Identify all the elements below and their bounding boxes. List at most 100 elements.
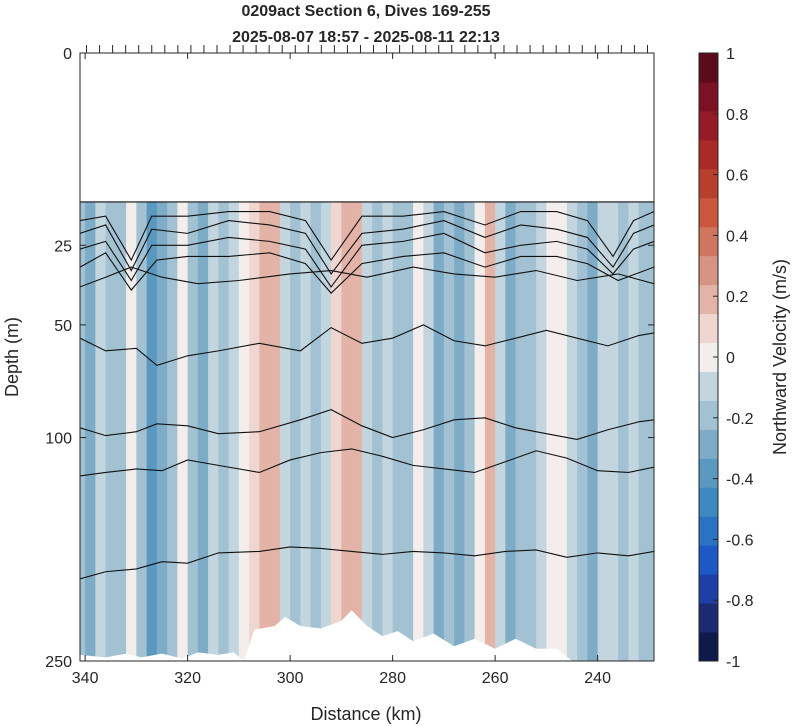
- velocity-column: [628, 201, 640, 661]
- velocity-column: [536, 201, 547, 661]
- chart-subtitle: 2025-08-07 18:57 - 2025-08-11 22:13: [232, 29, 500, 46]
- colorbar-swatch: [699, 487, 718, 517]
- x-tick-label: 320: [174, 670, 201, 687]
- velocity-column: [484, 201, 496, 661]
- velocity-column: [300, 201, 312, 661]
- plot-frame: [79, 52, 655, 662]
- velocity-column: [361, 201, 373, 661]
- velocity-column: [566, 201, 578, 661]
- velocity-column: [443, 201, 455, 661]
- velocity-column: [618, 201, 629, 661]
- colorbar-swatch: [699, 371, 718, 401]
- velocity-column: [515, 201, 527, 661]
- colorbar-swatch: [699, 574, 718, 604]
- velocity-column: [187, 201, 199, 661]
- velocity-column: [218, 201, 230, 661]
- dive-ticks: [86, 45, 648, 53]
- colorbar-swatch: [699, 110, 718, 141]
- velocity-column: [95, 201, 107, 661]
- y-tick-label: 100: [45, 431, 72, 448]
- contour-line: [80, 232, 654, 288]
- x-axis: 340 320 300 280 260 240: [72, 53, 611, 687]
- velocity-column: [320, 201, 332, 661]
- colorbar-swatch: [699, 400, 718, 430]
- velocity-column: [546, 201, 558, 661]
- velocity-column: [423, 201, 435, 661]
- colorbar-tick-label: 1: [726, 46, 735, 63]
- contour-line: [80, 324, 654, 367]
- velocity-column: [290, 201, 301, 661]
- bottom-mask: [80, 610, 654, 661]
- velocity-column: [495, 201, 506, 661]
- no-data-region: [80, 610, 654, 661]
- velocity-column: [126, 201, 137, 661]
- velocity-column: [80, 201, 86, 661]
- velocity-column: [331, 201, 342, 661]
- colorbar-swatch: [699, 168, 718, 199]
- colorbar-swatch: [699, 458, 718, 488]
- velocity-column: [279, 201, 291, 661]
- x-tick-label: 340: [72, 670, 99, 687]
- velocity-column: [341, 201, 353, 661]
- colorbar-ticks: 1 0.8 0.6 0.4 0.2 0 -0.2 -0.4 -0.6 -0.8 -1: [713, 46, 754, 671]
- plot-area: 340 320 300 280 260 240 0 25 50 100 250: [45, 45, 655, 687]
- velocity-column: [146, 201, 158, 661]
- y-tick-label: 0: [63, 46, 72, 63]
- colorbar-tick-label: 0.6: [726, 168, 748, 185]
- colorbar-swatch: [699, 313, 718, 344]
- y-axis-label: Depth (m): [2, 317, 22, 397]
- velocity-column: [556, 201, 568, 661]
- contour-line: [80, 266, 654, 288]
- velocity-column: [197, 201, 209, 661]
- colorbar-tick-label: -0.6: [726, 532, 754, 549]
- colorbar-swatch: [699, 53, 718, 83]
- velocity-column: [392, 201, 404, 661]
- colorbar-swatch: [699, 516, 718, 546]
- velocity-column: [105, 201, 117, 661]
- colorbar-tick-label: 0.2: [726, 289, 748, 306]
- velocity-column: [577, 201, 588, 661]
- colorbar-swatch: [699, 255, 718, 286]
- contour-line: [80, 252, 654, 294]
- velocity-column: [648, 201, 654, 661]
- velocity-column: [351, 201, 363, 661]
- velocity-column: [505, 201, 517, 661]
- velocity-field: [80, 201, 654, 661]
- colorbar-swatch: [699, 284, 718, 315]
- velocity-column: [177, 201, 189, 661]
- velocity-column: [433, 201, 445, 661]
- colorbar-tick-label: 0: [726, 350, 735, 367]
- velocity-column: [454, 201, 465, 661]
- y-tick-label: 25: [54, 238, 72, 255]
- colorbar-tick-label: 0.8: [726, 107, 748, 124]
- velocity-column: [156, 201, 168, 661]
- velocity-column: [402, 201, 414, 661]
- contour-line: [80, 546, 654, 580]
- velocity-column: [310, 201, 322, 661]
- y-tick-label: 250: [45, 654, 72, 671]
- colorbar-swatch: [699, 81, 718, 112]
- velocity-column: [525, 201, 537, 661]
- x-tick-label: 260: [482, 670, 509, 687]
- y-axis: 0 25 50 100 250: [45, 46, 654, 671]
- colorbar-swatch: [699, 139, 718, 170]
- colorbar-swatches: [699, 53, 718, 662]
- velocity-column: [208, 201, 219, 661]
- velocity-column: [228, 201, 240, 661]
- velocity-column: [238, 201, 250, 661]
- y-tick-label: 50: [54, 318, 72, 335]
- contour-line: [80, 220, 654, 275]
- colorbar-swatch: [699, 226, 718, 257]
- colorbar-tick-label: -0.2: [726, 411, 754, 428]
- colorbar-swatch: [699, 632, 718, 662]
- velocity-column: [587, 201, 599, 661]
- velocity-column: [115, 201, 127, 661]
- colorbar-tick-label: -0.8: [726, 593, 754, 610]
- colorbar-swatch: [699, 342, 718, 372]
- colorbar-swatch: [699, 603, 718, 633]
- colorbar-swatch: [699, 429, 718, 459]
- x-tick-label: 280: [379, 670, 406, 687]
- velocity-column: [259, 201, 271, 661]
- x-tick-label: 240: [584, 670, 611, 687]
